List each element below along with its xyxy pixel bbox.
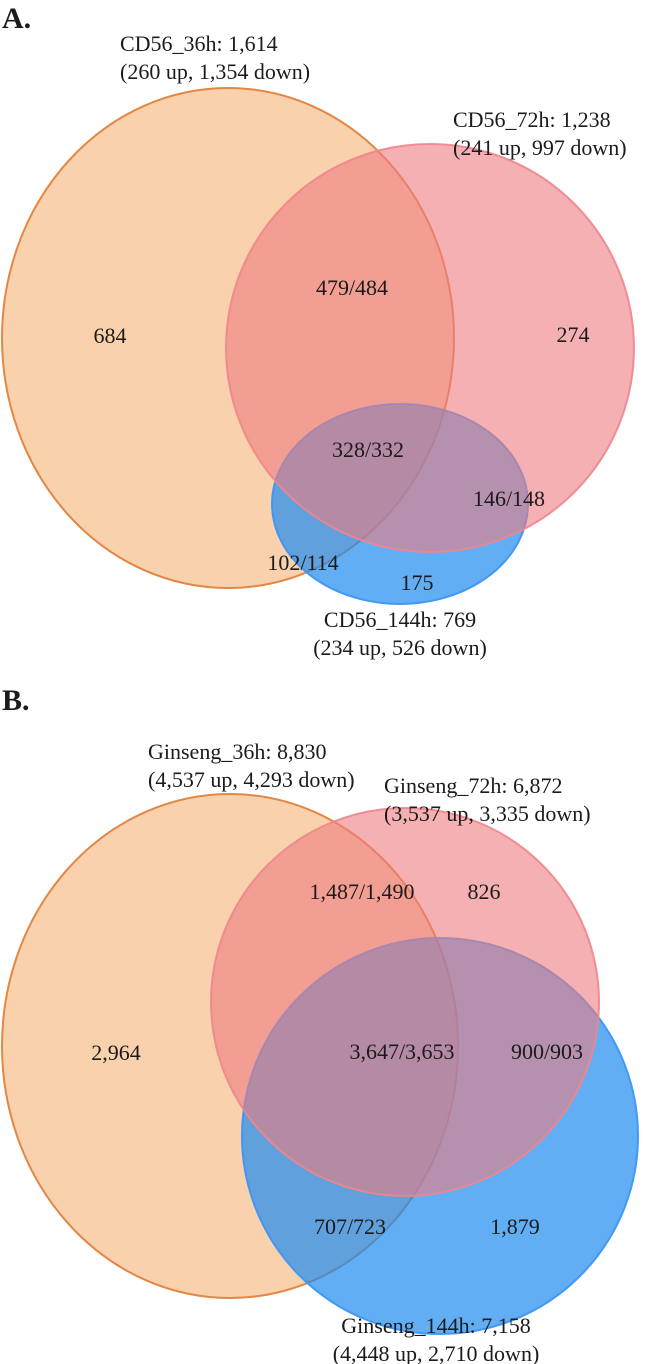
count-b-72h-144h: 900/903	[510, 1039, 584, 1064]
count-a-36h-144h: 102/114	[267, 550, 339, 575]
panel-a-letter: A.	[2, 2, 32, 35]
label-cd56-144h: CD56_144h: 769 (234 up, 526 down)	[313, 606, 487, 662]
label-cd56-36h-subtitle: (260 up, 1,354 down)	[120, 59, 311, 84]
label-ginseng-144h: Ginseng_144h: 7,158 (4,448 up, 2,710 dow…	[333, 1312, 540, 1364]
circle-cd56-72h	[225, 143, 635, 553]
label-ginseng-36h: Ginseng_36h: 8,830 (4,537 up, 4,293 down…	[148, 738, 355, 794]
count-b-36h-72h: 1,487/1,490	[309, 879, 415, 904]
count-a-72h-only: 274	[556, 322, 590, 347]
label-ginseng-36h-subtitle: (4,537 up, 4,293 down)	[148, 767, 355, 792]
count-b-72h-only: 826	[467, 879, 501, 904]
count-b-144h-only: 1,879	[490, 1214, 540, 1239]
label-cd56-36h: CD56_36h: 1,614 (260 up, 1,354 down)	[120, 30, 310, 86]
label-cd56-36h-title: CD56_36h: 1,614	[120, 31, 278, 56]
label-ginseng-36h-title: Ginseng_36h: 8,830	[148, 739, 327, 764]
label-ginseng-144h-title: Ginseng_144h: 7,158	[341, 1313, 531, 1338]
panel-b-letter: B.	[2, 684, 30, 717]
label-cd56-144h-subtitle: (234 up, 526 down)	[313, 635, 487, 660]
count-b-36h-144h: 707/723	[313, 1214, 387, 1239]
count-b-36h-only: 2,964	[91, 1040, 141, 1065]
label-cd56-72h-subtitle: (241 up, 997 down)	[453, 135, 627, 160]
count-a-36h-72h: 479/484	[315, 275, 389, 300]
count-a-36h-only: 684	[93, 323, 127, 348]
circle-ginseng-72h	[210, 807, 600, 1197]
label-ginseng-72h-title: Ginseng_72h: 6,872	[384, 773, 563, 798]
label-ginseng-72h: Ginseng_72h: 6,872 (3,537 up, 3,335 down…	[384, 772, 591, 828]
label-cd56-72h: CD56_72h: 1,238 (241 up, 997 down)	[453, 106, 627, 162]
count-a-triple: 328/332	[331, 437, 405, 462]
label-ginseng-144h-subtitle: (4,448 up, 2,710 down)	[332, 1341, 540, 1364]
label-cd56-72h-title: CD56_72h: 1,238	[453, 107, 611, 132]
label-ginseng-72h-subtitle: (3,537 up, 3,335 down)	[384, 801, 591, 826]
count-a-72h-144h: 146/148	[472, 486, 546, 511]
count-b-triple: 3,647/3,653	[349, 1039, 455, 1064]
count-a-144h-only: 175	[400, 570, 434, 595]
label-cd56-144h-title: CD56_144h: 769	[323, 607, 477, 632]
